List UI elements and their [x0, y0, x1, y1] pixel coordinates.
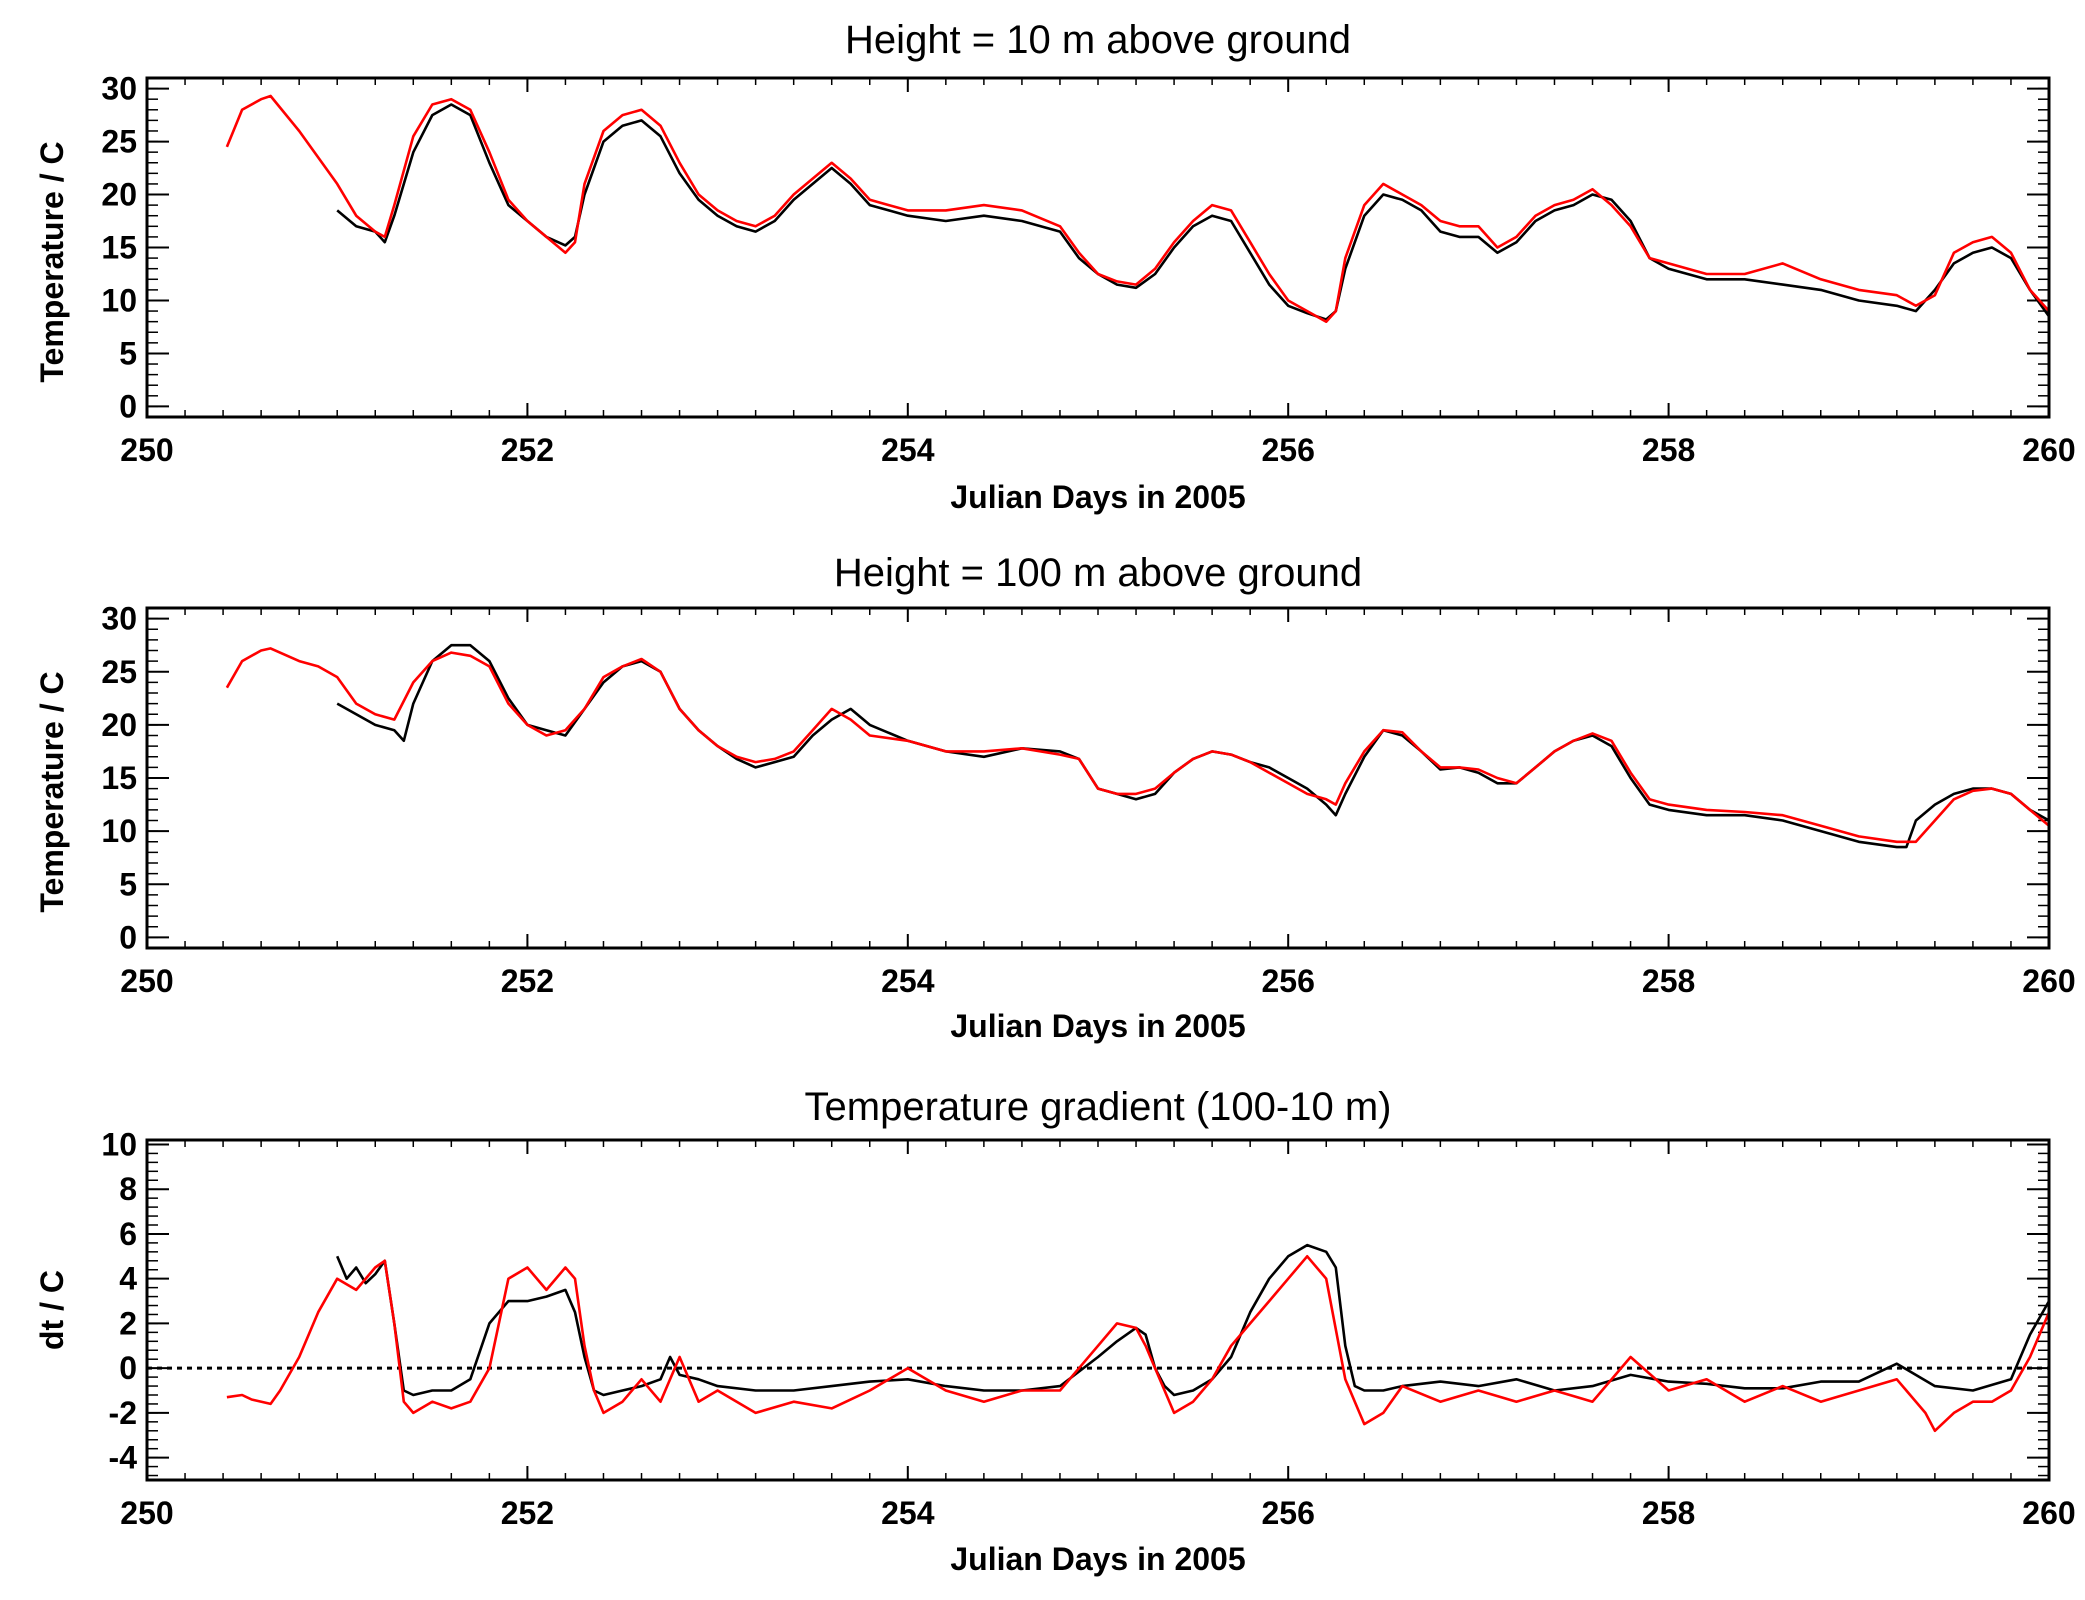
x-tick-label: 250: [120, 432, 173, 468]
x-tick-label: 254: [881, 432, 935, 468]
x-tick-label: 260: [2022, 963, 2075, 999]
y-tick-label: 8: [119, 1171, 137, 1207]
series-layer: [225, 94, 2051, 324]
y-tick-label: 10: [101, 282, 137, 318]
x-axis-label: Julian Days in 2005: [950, 1541, 1245, 1577]
series-line-1: [225, 94, 2050, 324]
series-line-1: [225, 647, 2050, 844]
plot-frame: [145, 606, 2051, 950]
plot-frame: [145, 76, 2051, 419]
x-tick-label: 258: [1642, 1495, 1695, 1531]
y-tick-label: 6: [119, 1216, 137, 1252]
y-tick-label: 25: [101, 124, 137, 160]
x-tick-label: 250: [120, 963, 173, 999]
x-tick-label: 256: [1262, 1495, 1315, 1531]
y-tick-label: -2: [109, 1395, 137, 1431]
x-tick-label: 254: [881, 1495, 935, 1531]
y-tick-label: 30: [101, 71, 137, 107]
panel-title: Height = 10 m above ground: [845, 18, 1351, 62]
y-tick-label: 10: [101, 813, 137, 849]
x-tick-label: 252: [501, 963, 554, 999]
series-line-0: [336, 1243, 2051, 1397]
x-axis-label: Julian Days in 2005: [950, 479, 1245, 515]
y-tick-label: 0: [119, 1350, 137, 1386]
series-line-1: [226, 1255, 2051, 1433]
y-tick-label: 20: [101, 177, 137, 213]
x-tick-label: 258: [1642, 963, 1695, 999]
y-axis-label: Temperature / C: [34, 141, 70, 382]
axis-ticks: 250 252 254 256 258 260 0 5 10 15 20 25 30: [101, 601, 2075, 999]
x-tick-label: 254: [881, 963, 935, 999]
x-tick-label: 256: [1262, 432, 1315, 468]
y-tick-label: 0: [119, 388, 137, 424]
x-tick-label: 258: [1642, 432, 1695, 468]
y-tick-label: 25: [101, 654, 137, 690]
y-tick-label: 4: [119, 1261, 137, 1297]
y-tick-label: 20: [101, 707, 137, 743]
temperature-10m-panel: Height = 10 m above ground Julian Days i…: [34, 18, 2076, 515]
temperature-100m-panel: Height = 100 m above ground Julian Days …: [34, 551, 2076, 1044]
x-tick-label: 252: [501, 432, 554, 468]
series-layer: [147, 1243, 2051, 1433]
x-tick-label: 256: [1262, 963, 1315, 999]
x-tick-label: 250: [120, 1495, 173, 1531]
plot-frame: [145, 1138, 2051, 1482]
y-tick-label: 0: [119, 919, 137, 955]
y-tick-label: 5: [119, 866, 137, 902]
y-tick-label: 15: [101, 230, 137, 266]
temperature-gradient-panel: Temperature gradient (100-10 m) Julian D…: [34, 1085, 2076, 1577]
y-tick-label: -4: [109, 1440, 138, 1476]
x-tick-label: 252: [501, 1495, 554, 1531]
y-tick-label: 5: [119, 335, 137, 371]
y-tick-label: 15: [101, 760, 137, 796]
panel-title: Height = 100 m above ground: [834, 551, 1362, 595]
y-tick-label: 10: [101, 1126, 137, 1162]
x-tick-label: 260: [2022, 432, 2075, 468]
y-axis-label: dt / C: [34, 1270, 70, 1350]
y-tick-label: 2: [119, 1305, 137, 1341]
series-line-0: [336, 103, 2051, 321]
axis-ticks: 250 252 254 256 258 260 -4 -2 0 2 4 6 8 10: [101, 1126, 2075, 1531]
x-tick-label: 260: [2022, 1495, 2075, 1531]
y-tick-label: 30: [101, 601, 137, 637]
panel-title: Temperature gradient (100-10 m): [805, 1085, 1392, 1129]
axis-ticks: 250 252 254 256 258 260 0 5 10 15 20 25 30: [101, 71, 2075, 468]
x-axis-label: Julian Days in 2005: [950, 1008, 1245, 1044]
y-axis-label: Temperature / C: [34, 671, 70, 912]
series-layer: [225, 643, 2050, 849]
